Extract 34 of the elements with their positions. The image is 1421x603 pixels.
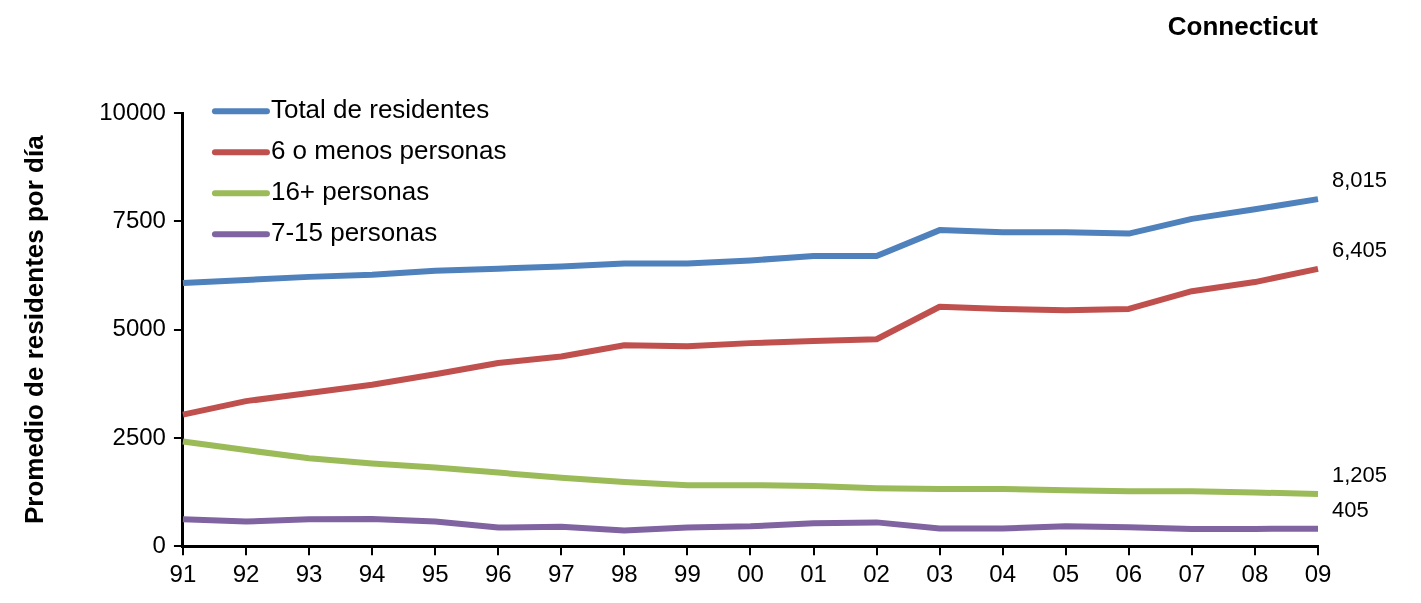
chart-title: Connecticut bbox=[1167, 10, 1319, 41]
x-tick-label: 08 bbox=[1241, 560, 1269, 588]
x-tick-label: 97 bbox=[547, 560, 575, 588]
x-tick-label: 98 bbox=[611, 560, 638, 588]
y-axis-title: Promedio de residentes por día bbox=[18, 134, 49, 525]
y-tick-label: 7500 bbox=[112, 206, 166, 234]
legend-label: 6 o menos personas bbox=[270, 135, 507, 166]
x-tick-label: 02 bbox=[863, 560, 890, 588]
x-tick-label: 06 bbox=[1115, 560, 1143, 588]
x-tick-label: 94 bbox=[358, 560, 386, 588]
data-label: 8,015 bbox=[1332, 167, 1388, 193]
x-tick-label: 92 bbox=[232, 560, 260, 588]
x-tick-label: 96 bbox=[484, 560, 512, 588]
y-tick-label: 2500 bbox=[112, 422, 166, 450]
data-label: 1,205 bbox=[1332, 462, 1388, 488]
x-tick-label: 95 bbox=[421, 560, 449, 588]
y-tick-label: 10000 bbox=[99, 97, 166, 125]
legend-label: Total de residentes bbox=[270, 94, 490, 125]
y-tick-label: 0 bbox=[152, 530, 166, 558]
legend-label: 7-15 personas bbox=[270, 217, 438, 248]
data-label: 6,405 bbox=[1332, 236, 1388, 262]
x-tick-label: 99 bbox=[674, 560, 701, 588]
x-tick-label: 09 bbox=[1304, 560, 1332, 588]
x-tick-label: 91 bbox=[169, 560, 197, 588]
y-tick-label: 5000 bbox=[112, 314, 166, 342]
data-label: 405 bbox=[1332, 496, 1369, 522]
x-tick-label: 93 bbox=[295, 560, 323, 588]
x-tick-label: 00 bbox=[737, 560, 764, 588]
x-tick-label: 04 bbox=[989, 560, 1017, 588]
legend-label: 16+ personas bbox=[270, 176, 430, 207]
x-tick-label: 03 bbox=[926, 560, 953, 588]
x-tick-label: 05 bbox=[1052, 560, 1080, 588]
x-tick-label: 01 bbox=[800, 560, 827, 588]
x-tick-label: 07 bbox=[1178, 560, 1206, 588]
